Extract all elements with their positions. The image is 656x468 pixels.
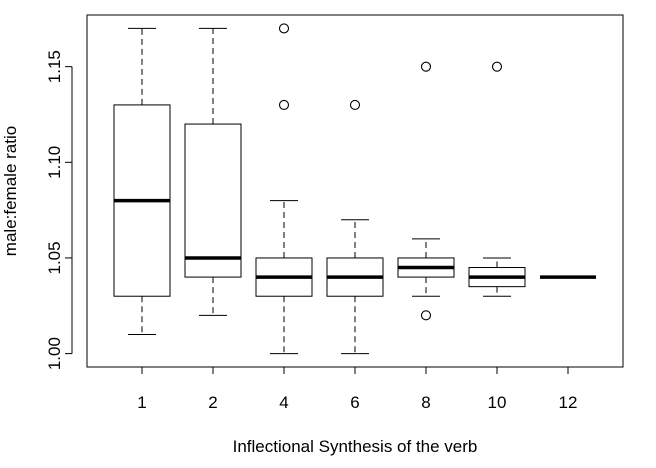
box-group-4 <box>255 23 313 355</box>
x-tick-label: 6 <box>350 393 359 412</box>
y-axis: 1.00 1.05 1.10 1.15 <box>45 50 73 370</box>
x-tick-label: 10 <box>488 393 507 412</box>
outlier-point <box>278 99 290 110</box>
outlier-point <box>420 61 432 72</box>
plot-layer <box>113 23 596 355</box>
box-iqr <box>184 123 242 278</box>
box-group-10 <box>468 61 526 297</box>
y-tick-label: 1.10 <box>45 146 64 179</box>
x-tick-label: 1 <box>137 393 146 412</box>
x-axis: 1 2 4 6 8 10 12 <box>137 367 577 412</box>
outlier-point <box>420 310 432 321</box>
y-axis-label: male:female ratio <box>1 126 20 256</box>
y-tick-label: 1.00 <box>45 337 64 370</box>
y-tick-label: 1.15 <box>45 50 64 83</box>
x-axis-label: Inflectional Synthesis of the verb <box>233 437 478 456</box>
outlier-point <box>491 61 503 72</box>
box-group-1 <box>113 27 171 335</box>
x-tick-label: 2 <box>208 393 217 412</box>
x-tick-label: 12 <box>559 393 578 412</box>
outlier-point <box>278 23 290 34</box>
y-tick-label: 1.05 <box>45 241 64 274</box>
box-group-6 <box>326 99 384 355</box>
box-group-8 <box>397 61 455 321</box>
outlier-point <box>349 99 361 110</box>
box-group-2 <box>184 27 242 316</box>
x-tick-label: 8 <box>421 393 430 412</box>
x-tick-label: 4 <box>279 393 288 412</box>
